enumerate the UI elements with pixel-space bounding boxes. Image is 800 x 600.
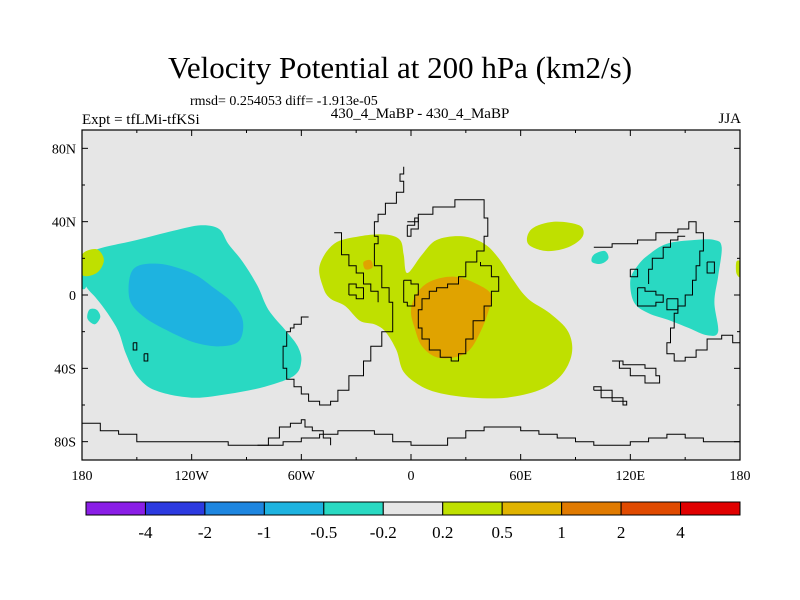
y-tick-label: 80N	[52, 142, 76, 157]
colorbar-swatch	[382, 501, 444, 516]
coastline-arctic-bits-2	[629, 268, 639, 278]
colorbar-swatch	[85, 501, 146, 516]
coastline-indonesia-2	[666, 298, 679, 311]
coastline-antarctic-peninsula	[257, 419, 332, 446]
x-tick-label: 60E	[509, 469, 532, 484]
stats-label: rmsd= 0.254053 diff= -1.913e-05	[190, 94, 378, 109]
x-tick-label: 180	[72, 469, 93, 484]
colorbar-label: -4	[138, 523, 153, 542]
coastline-arctic-bits	[706, 261, 715, 274]
colorbar-label: 0.2	[432, 523, 453, 542]
field-neg-west-pacific-core	[128, 263, 244, 347]
y-tick-label: 0	[69, 289, 76, 304]
field-neg-west-pacific-edge	[82, 272, 88, 290]
coastline-africa-madagascar-bite	[403, 279, 419, 307]
x-tick-label: 120E	[616, 469, 646, 484]
colorbar-swatch	[680, 501, 741, 516]
colorbar-swatch	[620, 501, 682, 516]
field-pos-eurasia	[526, 221, 584, 252]
coastline-indonesia	[637, 287, 664, 307]
field-pos-east-edge	[735, 260, 740, 278]
colorbar-label: 4	[676, 523, 685, 542]
contour-fields	[82, 221, 740, 399]
field-neg-east	[630, 239, 722, 336]
coastline-greenland-hint	[406, 217, 419, 237]
x-tick-label: 180	[730, 469, 751, 484]
colorbar-swatch	[501, 501, 563, 516]
colorbar-label: 0.5	[492, 523, 513, 542]
colorbar-label: -2	[198, 523, 212, 542]
colorbar-swatch	[442, 501, 503, 516]
experiment-label: Expt = tfLMi-tfKSi	[82, 112, 200, 128]
field-neg-east-small	[591, 250, 609, 264]
coastline-australia	[612, 360, 661, 384]
field-pos-africa-core	[410, 276, 492, 359]
colorbar-swatch	[263, 501, 325, 516]
colorbar-swatch	[204, 501, 265, 516]
colorbar-swatch	[561, 501, 622, 516]
colorbar-label: -0.2	[370, 523, 397, 542]
x-tick-label: 60W	[288, 469, 316, 484]
season-label: JJA	[718, 111, 741, 127]
x-tick-label: 0	[408, 469, 415, 484]
y-tick-label: 40S	[54, 362, 76, 377]
colorbar: -4 -2 -1 -0.5 -0.2 0.2 0.5 1 2 4	[85, 501, 741, 542]
coastline-north-america-hint	[334, 232, 379, 303]
y-tick-label: 80S	[54, 436, 76, 451]
coastline-pacific-island-2	[143, 353, 149, 362]
colorbar-swatch	[323, 501, 384, 516]
field-pos-africa-spot	[363, 259, 373, 270]
coastline-asia-west-edge	[648, 235, 686, 284]
y-tick-label: 40N	[52, 216, 76, 231]
coastline-americas	[282, 166, 405, 406]
coastline-pacific-island	[132, 342, 138, 351]
x-tick-label: 120W	[175, 469, 210, 484]
coastline-africa	[407, 199, 500, 362]
case-label: 430_4_MaBP - 430_4_MaBP	[330, 106, 510, 122]
colorbar-label: -1	[257, 523, 271, 542]
coastlines	[82, 166, 740, 446]
colorbar-label: 1	[557, 523, 566, 542]
page-title: Velocity Potential at 200 hPa (km2/s)	[167, 50, 633, 85]
coastline-caribbean	[348, 283, 364, 300]
coastline-antarctica	[82, 422, 740, 446]
coastline-australia-2	[593, 386, 628, 406]
colorbar-swatch	[144, 501, 206, 516]
colorbar-label: -0.5	[310, 523, 337, 542]
field-neg-west-pacific-blob	[87, 308, 101, 325]
map-axes: 180 120W 60W 0 60E 120E 180 80N 40N 0 40S 80S	[52, 130, 751, 484]
field-neg-west-pacific-edge-2	[82, 249, 104, 277]
coastline-asia	[593, 221, 740, 362]
colorbar-label: 2	[617, 523, 626, 542]
